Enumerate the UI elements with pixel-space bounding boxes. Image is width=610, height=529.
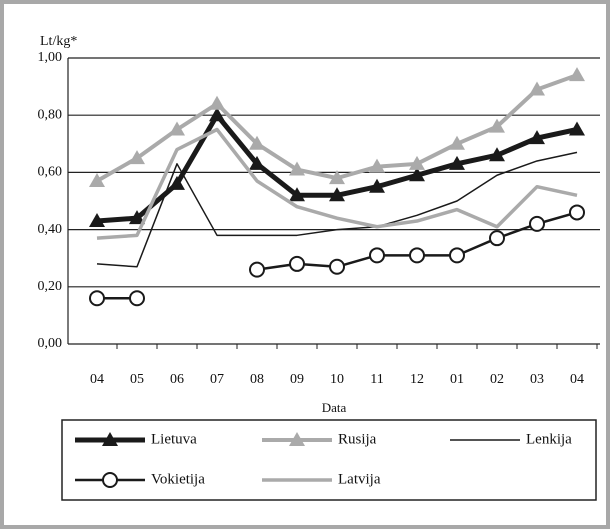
x-tick-label: 06: [170, 372, 184, 387]
marker: [249, 135, 265, 150]
marker: [449, 135, 465, 150]
y-tick-label: 0,80: [38, 107, 63, 122]
marker: [529, 81, 545, 96]
marker: [89, 172, 105, 187]
marker: [249, 261, 265, 278]
legend: [61, 419, 597, 501]
marker: [409, 247, 425, 264]
marker: [529, 215, 545, 232]
x-tick-label: 04: [90, 372, 104, 387]
marker: [329, 258, 345, 275]
marker: [169, 121, 185, 136]
marker: [569, 121, 585, 136]
marker: [129, 150, 145, 165]
y-tick-label: 0,20: [38, 279, 63, 294]
x-tick-label: 01: [450, 372, 464, 387]
marker: [409, 167, 425, 182]
marker: [289, 255, 305, 272]
x-tick-label: 09: [290, 372, 304, 387]
marker: [329, 187, 345, 202]
x-tick-label: 08: [250, 372, 264, 387]
marker: [89, 290, 105, 307]
marker: [169, 175, 185, 190]
marker: [102, 432, 118, 446]
x-tick-label: 02: [490, 372, 504, 387]
x-tick-label: 04: [570, 372, 584, 387]
marker: [102, 472, 118, 488]
marker: [369, 178, 385, 193]
y-tick-label: 0,00: [38, 336, 63, 351]
x-tick-label: 05: [130, 372, 144, 387]
marker: [369, 158, 385, 173]
marker: [89, 213, 105, 228]
marker: [529, 130, 545, 145]
marker: [329, 170, 345, 185]
marker: [449, 155, 465, 170]
legend-label: Lenkija: [526, 431, 572, 447]
x-tick-label: 12: [410, 372, 424, 387]
y-tick-label: 0,40: [38, 222, 63, 237]
marker: [489, 147, 505, 162]
series-line: [96, 127, 578, 240]
marker: [209, 107, 225, 122]
marker: [129, 290, 145, 307]
marker: [569, 204, 585, 221]
x-tick-label: 10: [330, 372, 344, 387]
legend-label: Lietuva: [151, 431, 197, 447]
series-line: [96, 151, 578, 268]
marker: [289, 187, 305, 202]
marker: [449, 247, 465, 264]
x-tick-label: 03: [530, 372, 544, 387]
y-tick-label: 1,00: [38, 50, 63, 65]
y-axis-label: Lt/kg*: [40, 34, 77, 49]
marker: [289, 161, 305, 176]
marker: [209, 95, 225, 110]
marker: [489, 118, 505, 133]
x-tick-label: 07: [210, 372, 224, 387]
y-tick-label: 0,60: [38, 165, 63, 180]
marker: [289, 432, 305, 446]
marker: [129, 210, 145, 225]
legend-label: Latvija: [338, 471, 381, 487]
x-tick-label: 11: [370, 372, 383, 387]
marker: [569, 67, 585, 82]
marker: [249, 155, 265, 170]
marker: [489, 230, 505, 247]
x-axis-label: Data: [322, 400, 347, 415]
legend-label: Vokietija: [151, 471, 205, 487]
marker: [369, 247, 385, 264]
marker: [409, 155, 425, 170]
legend-label: Rusija: [338, 431, 377, 447]
